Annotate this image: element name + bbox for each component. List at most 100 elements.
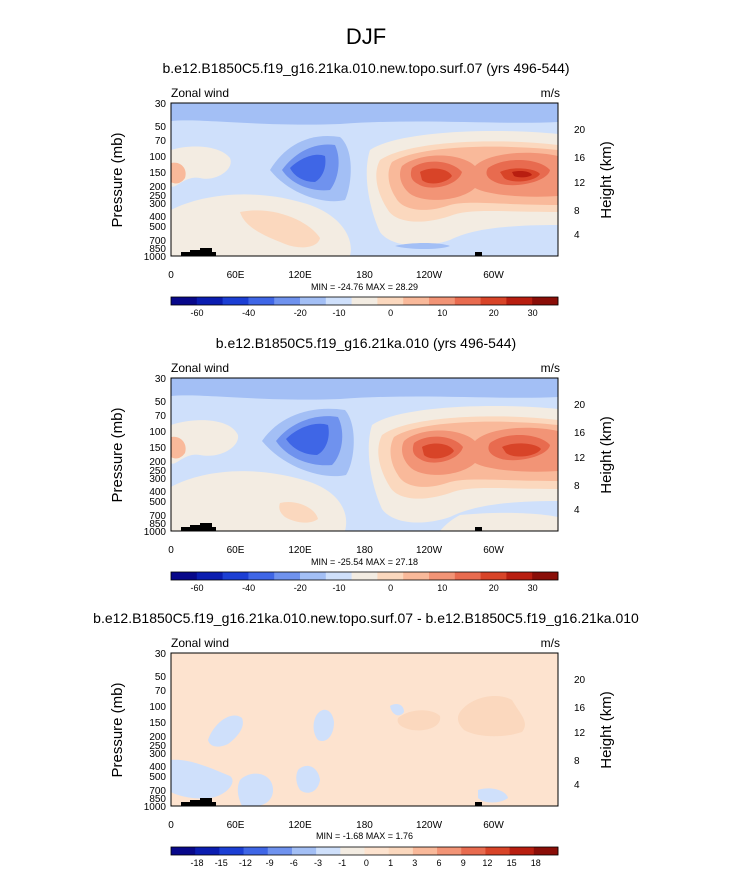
- panel-3-positive-region-1: [397, 710, 441, 731]
- panel-1-contours: [171, 103, 558, 256]
- colorbar-label: 15: [507, 858, 517, 868]
- y-tick-label: 300: [149, 749, 166, 760]
- y-tick-label: 300: [149, 199, 166, 210]
- panel-3-negative-region-4: [296, 765, 320, 793]
- colorbar-swatch: [274, 572, 301, 580]
- colorbar-swatch: [437, 847, 462, 855]
- y-tick-label: 1000: [144, 527, 167, 538]
- colorbar-swatch: [243, 847, 269, 855]
- colorbar-label: -12: [239, 858, 252, 868]
- x-tick-label: 60W: [483, 270, 504, 281]
- x-tick-label: 120W: [416, 820, 443, 831]
- y2-tick-label: 4: [574, 505, 580, 516]
- colorbar-swatch: [533, 847, 559, 855]
- colorbar-swatch: [340, 847, 365, 855]
- colorbar-swatch: [506, 572, 533, 580]
- panel-1-title: b.e12.B1850C5.f19_g16.21ka.010.new.topo.…: [162, 60, 569, 76]
- y2-tick-label: 12: [574, 453, 586, 464]
- y-tick-label: 150: [149, 718, 166, 729]
- colorbar-label: -40: [242, 583, 255, 593]
- colorbar-swatch: [267, 847, 293, 855]
- panel-2-units-label: m/s: [541, 361, 560, 375]
- panel-2-y2-ticks: 4 8 12 16 20: [574, 400, 586, 516]
- panel-1-topography: [181, 248, 482, 256]
- panel-1-colorbar: [170, 296, 559, 306]
- colorbar-swatch: [454, 572, 481, 580]
- colorbar-label: -10: [332, 308, 345, 318]
- panel-3-units-label: m/s: [541, 636, 560, 650]
- colorbar-label: 6: [436, 858, 441, 868]
- page-title: DJF: [346, 24, 386, 49]
- x-tick-label: 120W: [416, 545, 443, 556]
- panel-3-ylabel: Pressure (mb): [109, 682, 126, 777]
- colorbar-label: 10: [437, 308, 447, 318]
- panel-2: b.e12.B1850C5.f19_g16.21ka.010 (yrs 496-…: [109, 335, 615, 593]
- colorbar-swatch: [480, 297, 507, 305]
- panel-2-stats: MIN = -25.54 MAX = 27.18: [311, 557, 418, 567]
- panel-2-title: b.e12.B1850C5.f19_g16.21ka.010 (yrs 496-…: [216, 335, 516, 351]
- panel-3-negative-region-6: [390, 704, 404, 716]
- colorbar-swatch: [377, 297, 404, 305]
- panel-3-colorbar-labels: -18 -15 -12 -9 -6 -3 -1 0 1 3 6 9 12 15 …: [190, 858, 540, 868]
- panel-3-variable-label: Zonal wind: [171, 636, 229, 650]
- colorbar-swatch: [222, 572, 249, 580]
- panel-3-contours: [171, 653, 558, 806]
- x-tick-label: 60E: [227, 270, 245, 281]
- colorbar-swatch: [412, 847, 438, 855]
- y-tick-label: 700: [149, 511, 166, 522]
- panel-3-negative-region-2: [171, 759, 233, 799]
- y2-tick-label: 20: [574, 125, 586, 136]
- colorbar-swatch: [195, 847, 220, 855]
- panel-1-stats: MIN = -24.76 MAX = 28.29: [311, 282, 418, 292]
- panel-1-easterly-core-3: [290, 154, 326, 182]
- colorbar-swatch: [377, 572, 404, 580]
- panel-2-x-ticks: 0 60E 120E 180 120W 60W: [168, 545, 504, 556]
- colorbar-label: 3: [412, 858, 417, 868]
- panel-2-lower-westerly-core: [279, 501, 318, 523]
- y-tick-label: 400: [149, 212, 166, 223]
- panel-1-frame: [170, 102, 559, 257]
- panel-2-y2label: Height (km): [598, 416, 615, 494]
- colorbar-label: 1: [388, 858, 393, 868]
- y-tick-label: 100: [149, 702, 166, 713]
- panel-2-contours: [171, 378, 558, 531]
- panel-3-title: b.e12.B1850C5.f19_g16.21ka.010.new.topo.…: [93, 610, 639, 626]
- colorbar-swatch: [454, 297, 481, 305]
- colorbar-swatch: [300, 297, 327, 305]
- colorbar-label: -6: [290, 858, 298, 868]
- x-tick-label: 60E: [227, 545, 245, 556]
- panel-3-negative-region-7: [478, 788, 508, 803]
- colorbar-swatch: [171, 572, 198, 580]
- colorbar-label: 10: [437, 583, 447, 593]
- y-tick-label: 250: [149, 466, 166, 477]
- colorbar-swatch: [316, 847, 341, 855]
- y2-tick-label: 8: [574, 756, 580, 767]
- colorbar-swatch: [222, 297, 249, 305]
- panel-1-westerly-jet-west-edge: [171, 162, 186, 184]
- panel-1-variable-label: Zonal wind: [171, 86, 229, 100]
- panel-3-x-ticks: 0 60E 120E 180 120W 60W: [168, 820, 504, 831]
- colorbar-swatch: [219, 847, 244, 855]
- panel-2-jet-core-left-max: [422, 443, 454, 459]
- panel-1-y-ticks: 30 50 70 100 150 200 250 300 400 500 700…: [144, 99, 167, 263]
- colorbar-swatch: [274, 297, 301, 305]
- colorbar-swatch: [532, 572, 559, 580]
- y2-tick-label: 12: [574, 178, 586, 189]
- panel-2-jet-core-right-max: [502, 443, 541, 457]
- y-tick-label: 70: [155, 136, 167, 147]
- panel-3-stats: MIN = -1.68 MAX = 1.76: [316, 831, 413, 841]
- panel-2-easterly-core-3: [286, 423, 329, 455]
- panel-2-variable-label: Zonal wind: [171, 361, 229, 375]
- colorbar-swatch: [325, 572, 352, 580]
- panel-2-topography: [181, 523, 482, 531]
- y-tick-label: 70: [155, 686, 167, 697]
- colorbar-swatch: [325, 297, 352, 305]
- colorbar-swatch: [291, 847, 317, 855]
- colorbar-label: -10: [332, 583, 345, 593]
- panel-3-positive-region-2: [457, 696, 525, 737]
- colorbar-label: 0: [364, 858, 369, 868]
- colorbar-label: 9: [461, 858, 466, 868]
- x-tick-label: 60W: [483, 545, 504, 556]
- colorbar-swatch: [300, 572, 327, 580]
